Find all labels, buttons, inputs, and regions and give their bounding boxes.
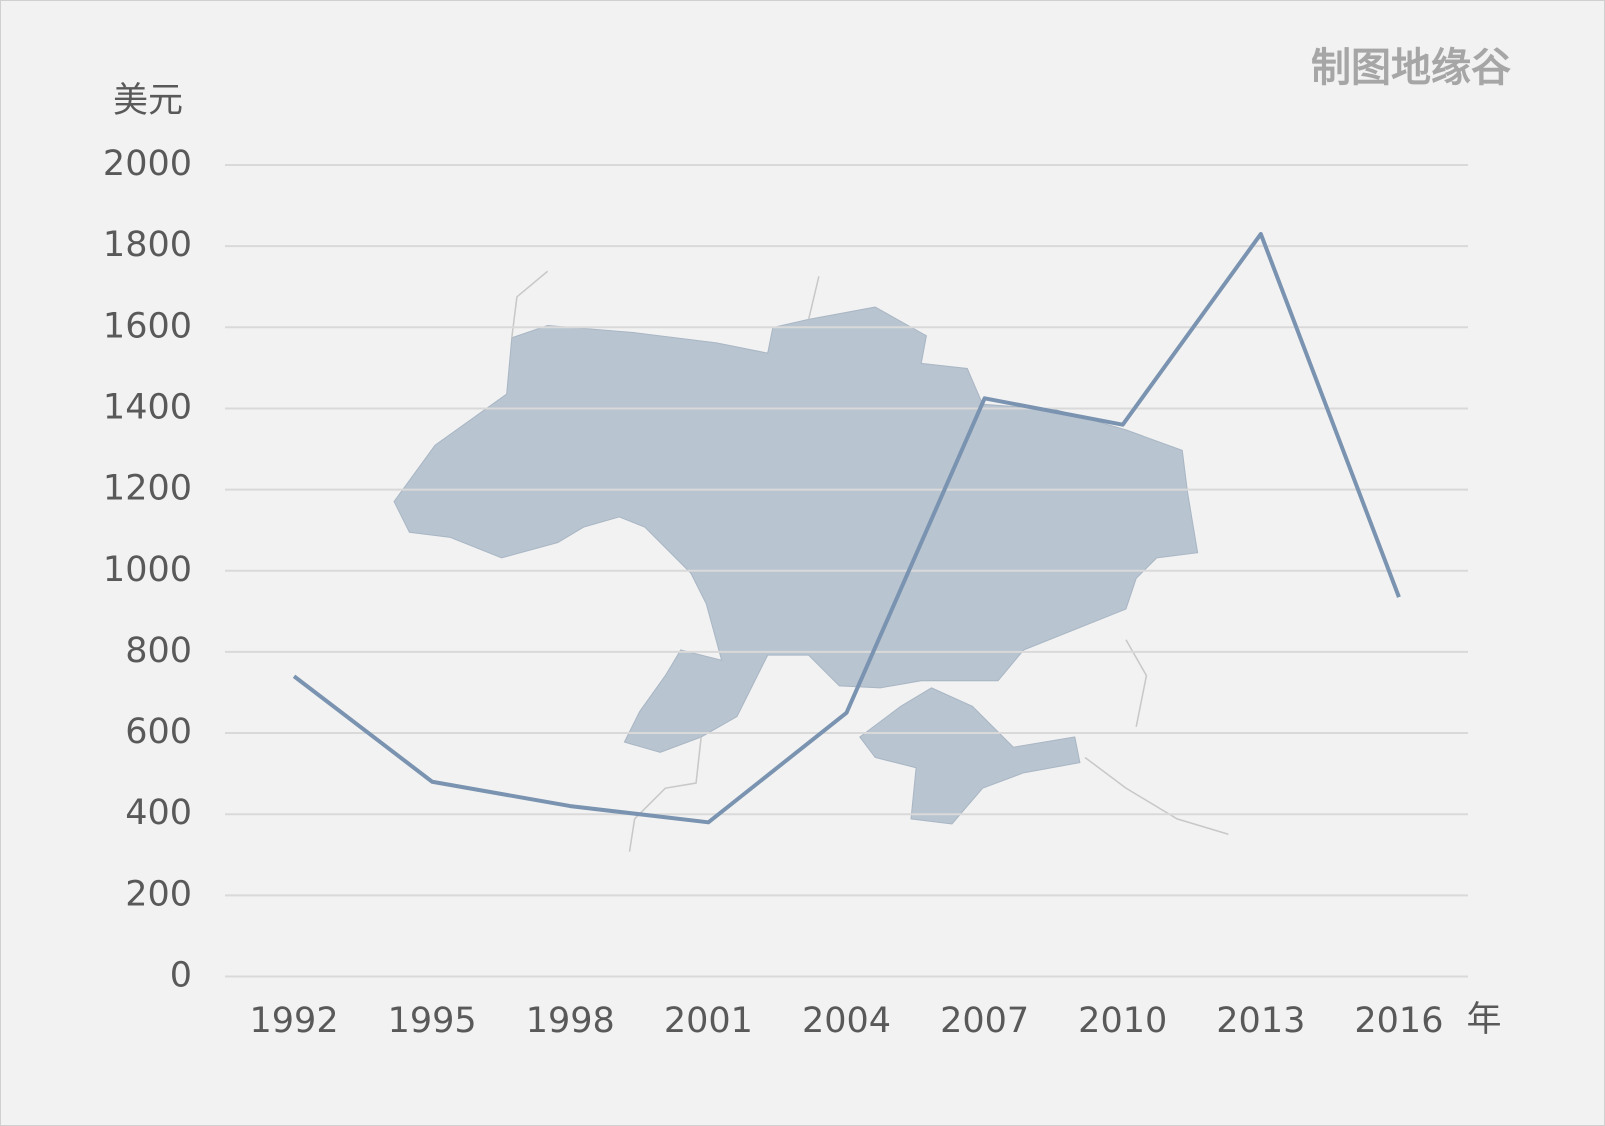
y-tick-label: 1600 — [103, 306, 192, 346]
map-border-lines — [511, 270, 1229, 852]
map-silhouette — [393, 270, 1229, 852]
data-line — [292, 231, 1401, 825]
watermark: 制图地缘谷 — [1311, 45, 1511, 91]
y-tick-label: 800 — [125, 631, 192, 671]
x-tick-label: 1998 — [526, 1001, 615, 1041]
x-tick-label: 1992 — [250, 1001, 339, 1041]
y-tick-label: 400 — [125, 793, 192, 833]
x-tick-label: 1995 — [388, 1001, 477, 1041]
map-crimea — [859, 687, 1081, 825]
y-tick-label: 2000 — [103, 144, 192, 184]
y-tick-label: 200 — [125, 874, 192, 914]
y-tick-label: 0 — [170, 956, 192, 996]
x-tick-label: 2007 — [940, 1001, 1029, 1041]
x-tick-label: 2010 — [1078, 1001, 1167, 1041]
y-tick-label: 1800 — [103, 225, 192, 265]
x-tick-label: 2001 — [664, 1001, 753, 1041]
y-tick-label: 1400 — [103, 387, 192, 427]
y-axis-label: 美元 — [113, 81, 183, 121]
x-axis-label: 年 — [1466, 1000, 1501, 1040]
y-tick-label: 1000 — [103, 550, 192, 590]
y-tick-label: 600 — [125, 712, 192, 752]
x-tick-label: 2013 — [1216, 1001, 1305, 1041]
y-tick-label: 1200 — [103, 469, 192, 509]
x-tick-label: 2016 — [1354, 1001, 1443, 1041]
x-tick-label: 2004 — [802, 1001, 891, 1041]
